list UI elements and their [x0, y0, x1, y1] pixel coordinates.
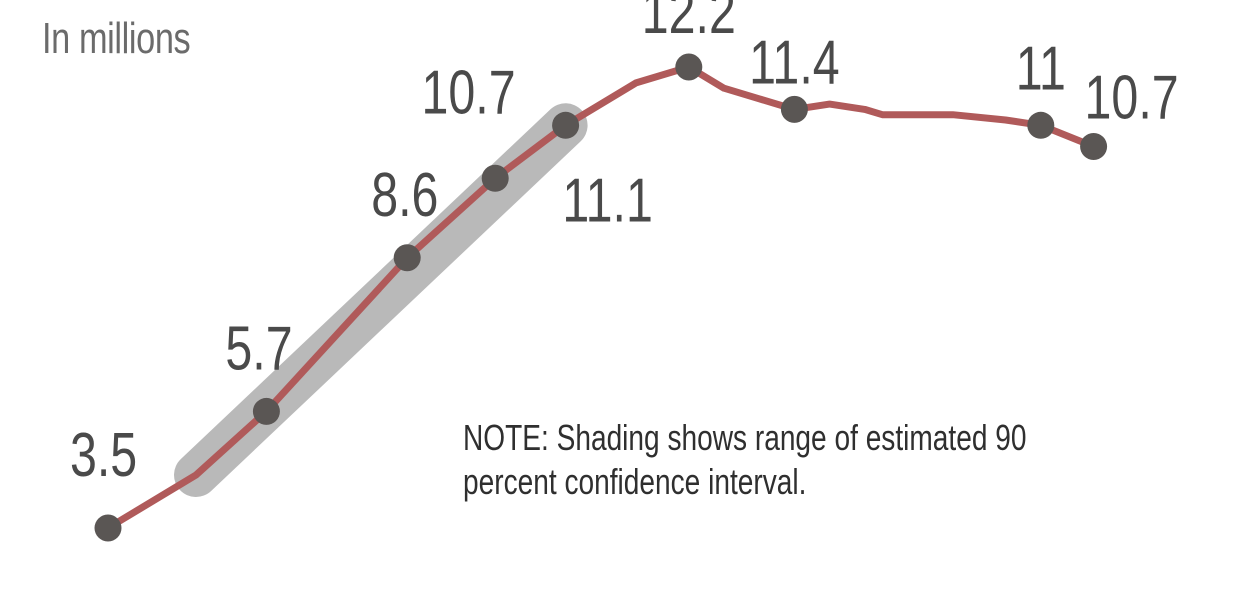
series-line: [104, 63, 1098, 532]
data-label: 3.5: [70, 420, 137, 489]
chart-note: NOTE: Shading shows range of estimated 9…: [463, 416, 1026, 504]
data-point-marker: [252, 397, 280, 425]
data-point-marker: [1080, 132, 1108, 160]
data-point-marker: [675, 53, 703, 81]
data-label: 10.7: [1085, 63, 1179, 132]
data-point-marker: [552, 111, 580, 139]
data-label: 11: [1016, 34, 1066, 103]
data-label: 11.4: [749, 28, 839, 97]
data-label: 10.7: [422, 58, 516, 127]
data-point-marker: [780, 95, 808, 123]
data-label: 12.2: [642, 0, 736, 46]
data-point-marker: [1027, 111, 1055, 139]
data-point-marker: [481, 164, 509, 192]
note-line-2: percent confidence interval.: [463, 461, 807, 502]
data-point-marker: [94, 514, 122, 542]
data-label: 5.7: [225, 314, 292, 383]
unit-label: In millions: [42, 14, 191, 63]
data-point-marker: [393, 244, 421, 272]
data-label: 11.1: [562, 166, 652, 235]
data-label: 8.6: [371, 160, 438, 229]
note-line-1: NOTE: Shading shows range of estimated 9…: [463, 417, 1027, 458]
